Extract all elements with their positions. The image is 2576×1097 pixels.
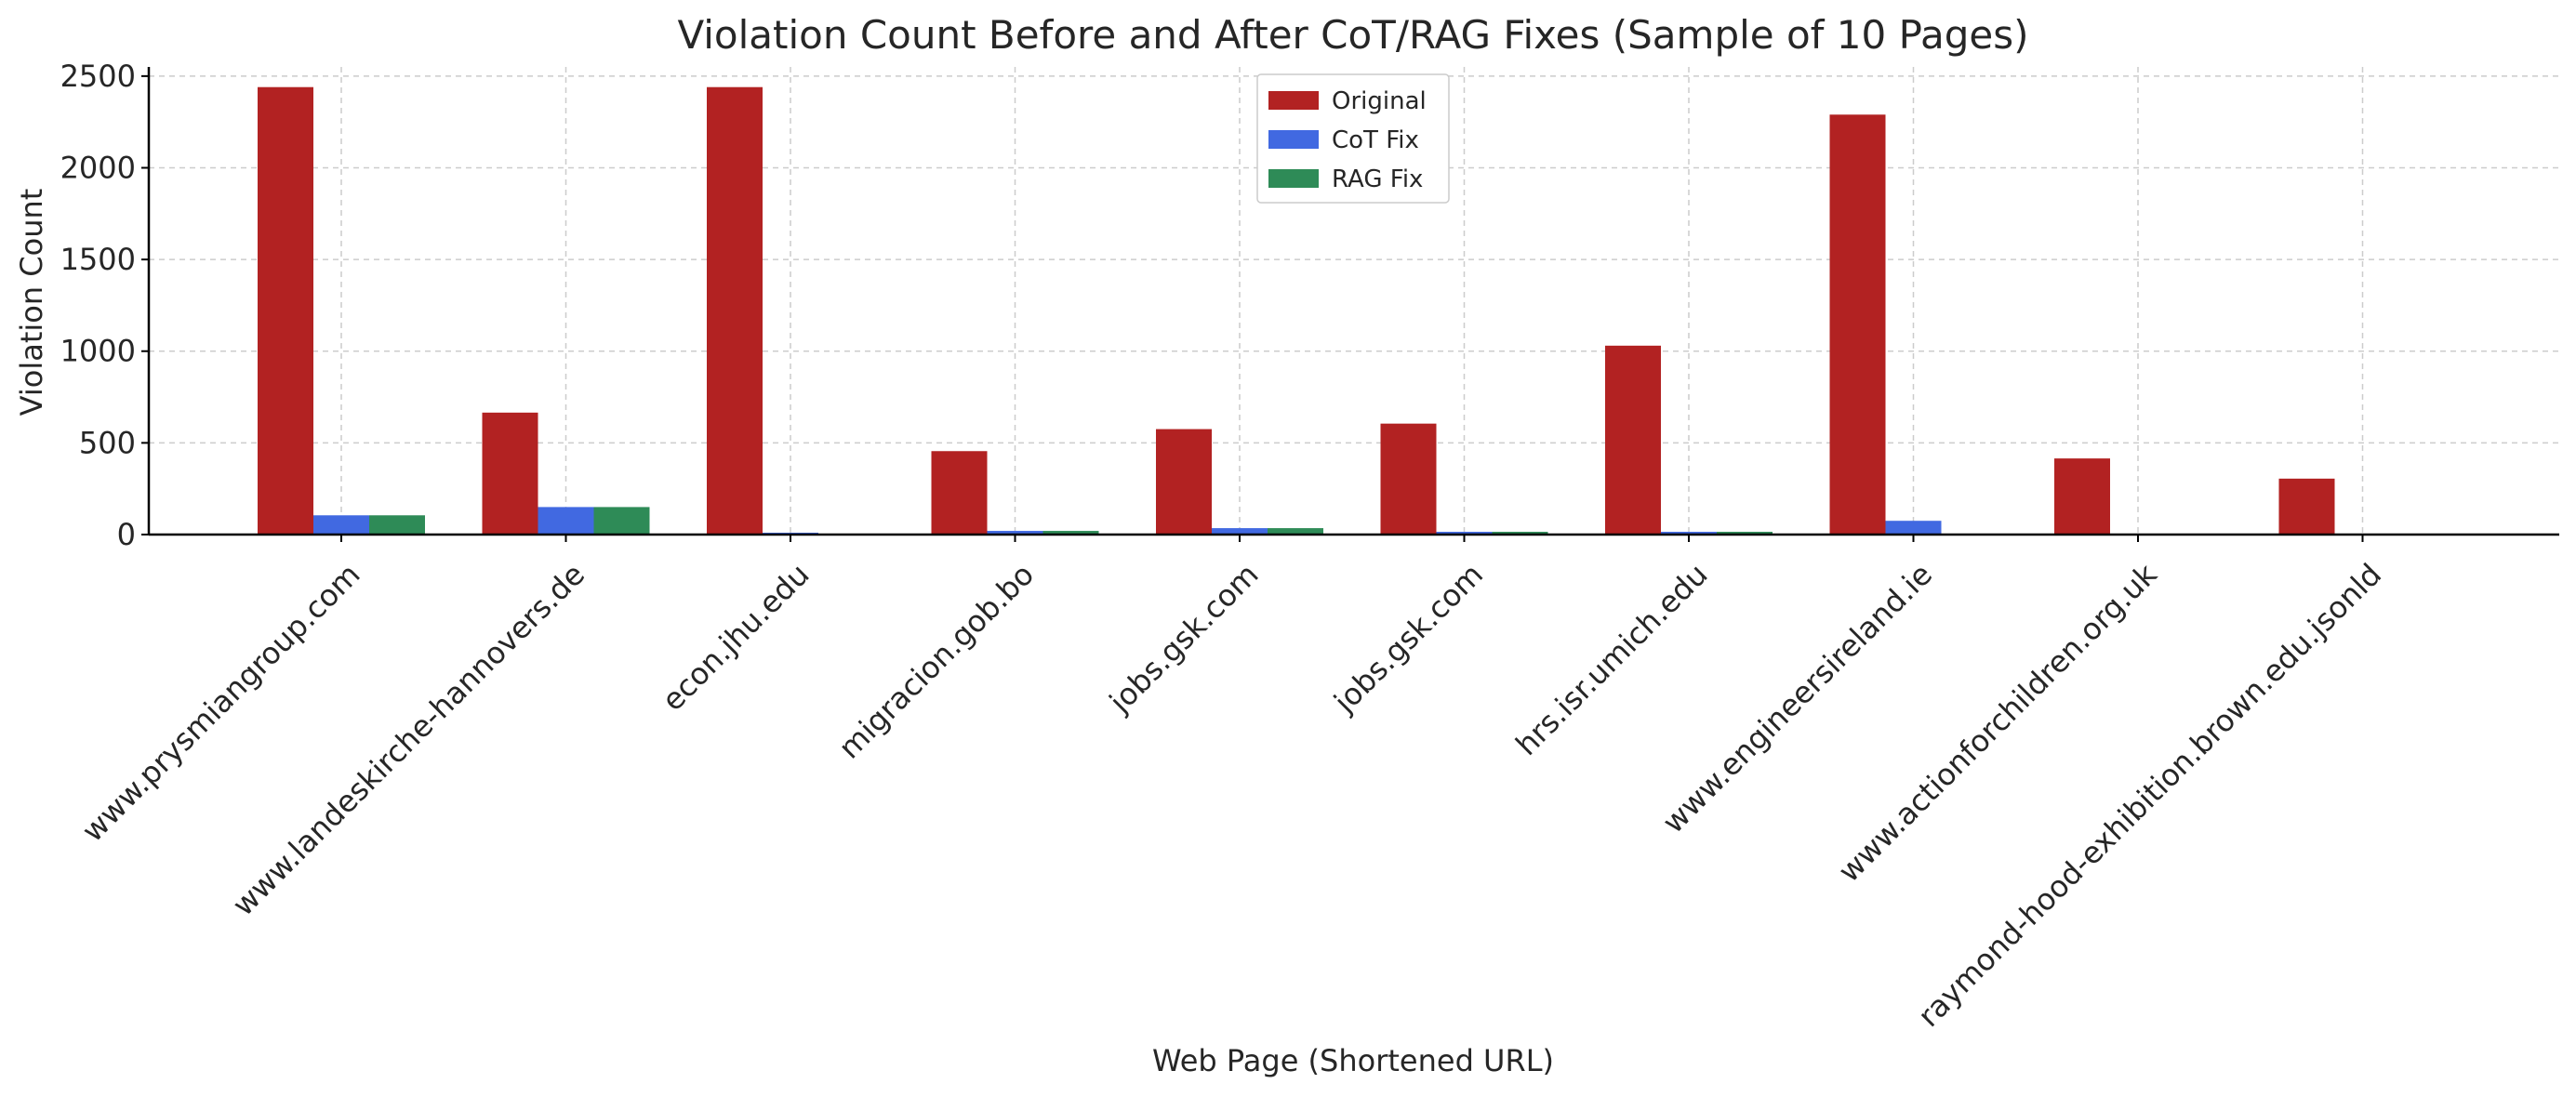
legend-label: RAG Fix [1332, 165, 1423, 193]
x-tick-label: econ.jhu.edu [655, 557, 816, 718]
y-tick-label: 2000 [60, 150, 136, 185]
legend-label: Original [1332, 87, 1427, 115]
legend-label: CoT Fix [1332, 126, 1419, 154]
x-tick-label: hrs.isr.umich.edu [1508, 557, 1714, 762]
x-axis-label: Web Page (Shortened URL) [1152, 1043, 1554, 1078]
bar [1380, 423, 1437, 535]
bar [931, 451, 988, 535]
bar [1156, 429, 1212, 535]
axes [141, 67, 2559, 542]
bar [1661, 532, 1717, 535]
bar [482, 412, 538, 535]
bar [1042, 531, 1099, 535]
bar [1717, 532, 1773, 535]
bar [1492, 532, 1548, 535]
bar [707, 86, 763, 535]
bar [1436, 532, 1493, 535]
x-tick-label: jobs.gsk.com [1102, 557, 1266, 720]
legend-swatch [1268, 91, 1319, 110]
x-tick-label: www.landeskirche-hannovers.de [225, 557, 591, 923]
legend-swatch [1268, 169, 1319, 188]
x-tick-label: raymond-hood-exhibition.brown.edu.jsonld [1911, 557, 2388, 1034]
legend: Original CoT Fix RAG Fix [1256, 73, 1450, 204]
legend-swatch [1268, 130, 1319, 149]
bar [2054, 458, 2110, 535]
bar [593, 507, 650, 535]
bar [2278, 478, 2335, 535]
y-axis-label: Violation Count [14, 189, 49, 416]
grid [149, 67, 2559, 535]
bar [1605, 345, 1661, 535]
bar [369, 515, 425, 535]
y-tick-label: 1000 [60, 334, 136, 369]
bar [1829, 114, 1886, 535]
tick-labels: 05001000150020002500www.prysmiangroup.co… [60, 59, 2389, 1034]
bar [1212, 528, 1268, 535]
x-tick-label: jobs.gsk.com [1326, 557, 1490, 720]
y-tick-label: 2500 [60, 59, 136, 94]
chart-title: Violation Count Before and After CoT/RAG… [677, 12, 2028, 58]
y-tick-label: 1500 [60, 242, 136, 277]
bar [538, 507, 594, 535]
bar [313, 515, 369, 535]
bar [1268, 528, 1323, 535]
bar [258, 86, 313, 535]
x-tick-label: migracion.gob.bo [831, 557, 1041, 766]
y-tick-label: 500 [79, 425, 136, 460]
bar [1885, 521, 1942, 535]
y-tick-label: 0 [117, 517, 136, 552]
bar [987, 531, 1043, 535]
bars [258, 86, 2335, 535]
